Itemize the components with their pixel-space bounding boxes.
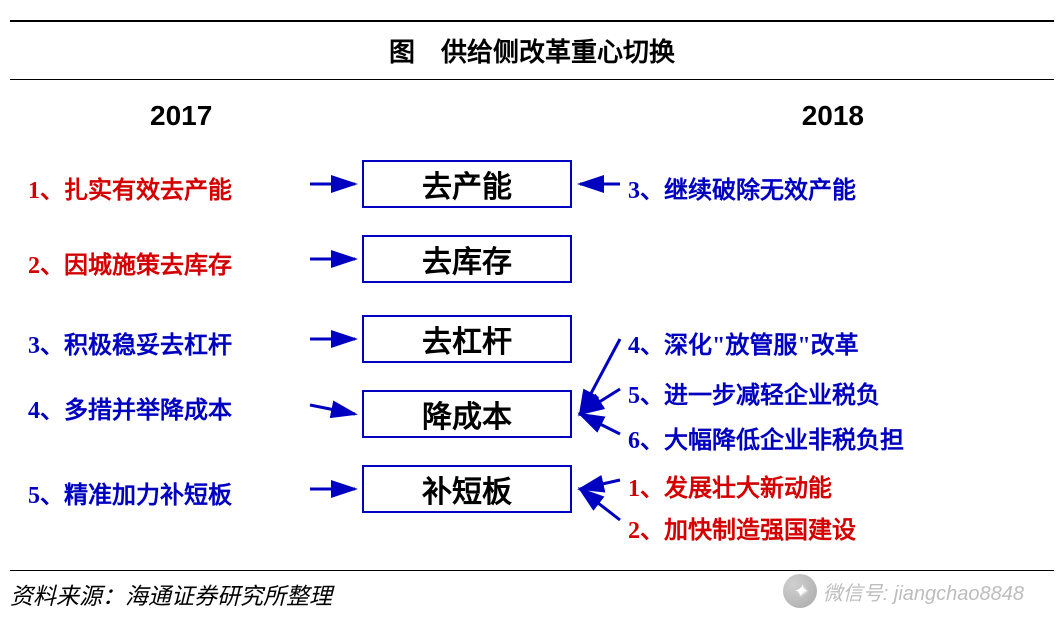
arrow bbox=[580, 489, 620, 520]
arrow bbox=[310, 405, 355, 414]
figure-title: 图 供给侧改革重心切换 bbox=[10, 20, 1054, 80]
wechat-text: 微信号: jiangchao8848 bbox=[823, 577, 1024, 606]
right-item-5: 2、加快制造强国建设 bbox=[628, 510, 856, 545]
right-item-0: 3、继续破除无效产能 bbox=[628, 170, 856, 205]
arrow bbox=[580, 414, 620, 434]
diagram-area: 2017 2018 去产能去库存去杠杆降成本补短板 1、扎实有效去产能 2、因城施… bbox=[0, 90, 1064, 570]
left-item-3: 4、多措并举降成本 bbox=[28, 390, 232, 425]
center-box-0: 去产能 bbox=[362, 160, 572, 208]
right-item-1: 4、深化"放管服"改革 bbox=[628, 325, 859, 360]
wechat-icon: ✦ bbox=[783, 574, 817, 608]
year-left-label: 2017 bbox=[150, 100, 212, 132]
center-box-1: 去库存 bbox=[362, 235, 572, 283]
left-item-1: 2、因城施策去库存 bbox=[28, 245, 232, 280]
arrow bbox=[580, 339, 620, 414]
year-right-label: 2018 bbox=[802, 100, 864, 132]
left-item-0: 1、扎实有效去产能 bbox=[28, 170, 232, 205]
left-item-2: 3、积极稳妥去杠杆 bbox=[28, 325, 232, 360]
right-item-2: 5、进一步减轻企业税负 bbox=[628, 375, 880, 410]
right-item-3: 6、大幅降低企业非税负担 bbox=[628, 420, 904, 455]
center-box-2: 去杠杆 bbox=[362, 315, 572, 363]
right-item-4: 1、发展壮大新动能 bbox=[628, 468, 832, 503]
wechat-watermark: ✦ 微信号: jiangchao8848 bbox=[783, 574, 1024, 608]
left-item-4: 5、精准加力补短板 bbox=[28, 475, 232, 510]
center-box-4: 补短板 bbox=[362, 465, 572, 513]
center-box-3: 降成本 bbox=[362, 390, 572, 438]
arrow bbox=[580, 480, 620, 489]
arrow bbox=[580, 389, 620, 414]
